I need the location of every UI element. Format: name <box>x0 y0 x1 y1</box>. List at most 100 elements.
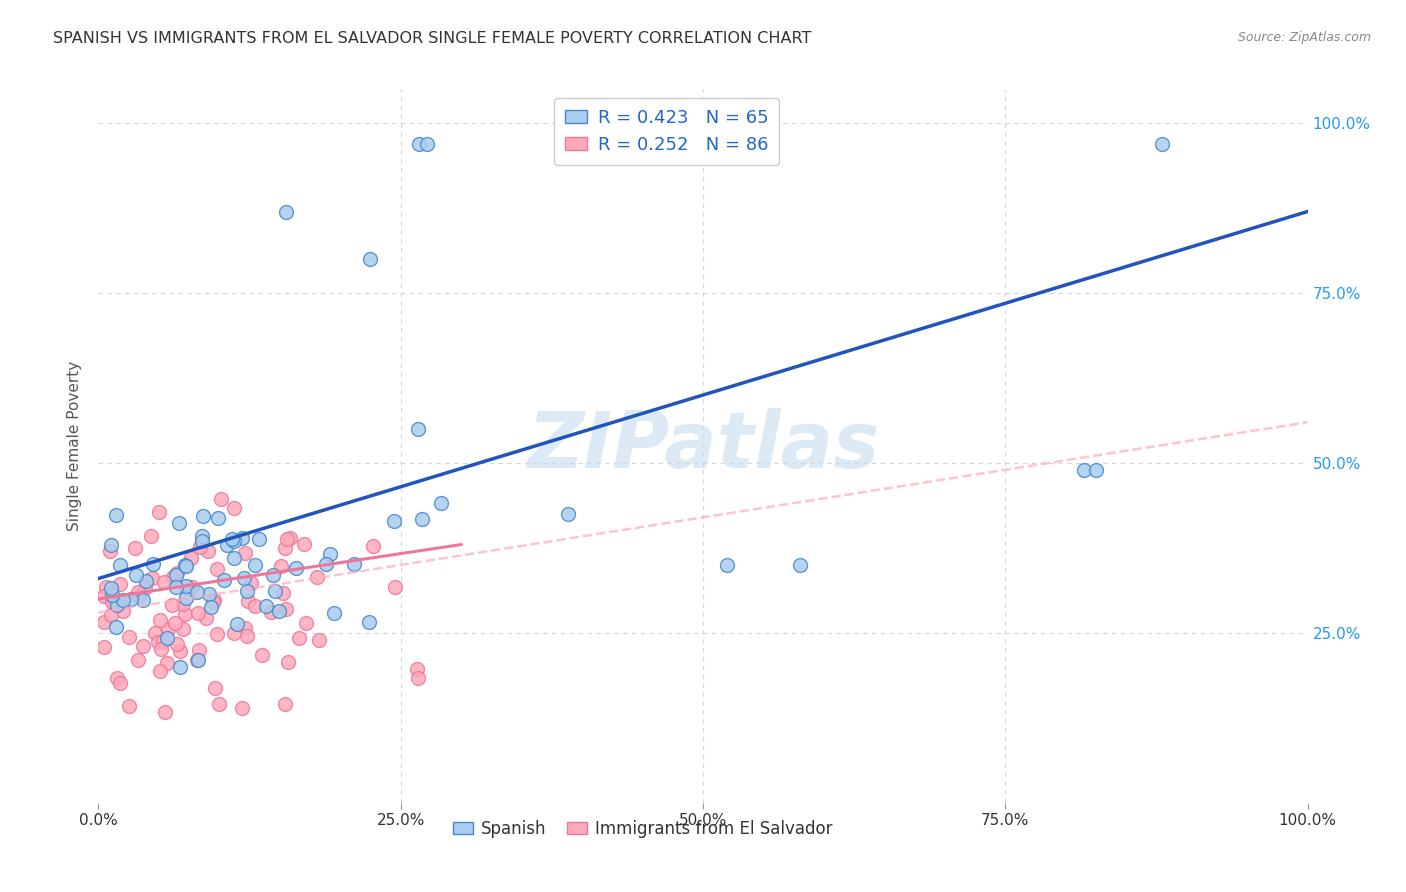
Point <box>360 252 382 266</box>
Point <box>359 615 381 629</box>
Point <box>224 534 246 549</box>
Point <box>207 562 229 576</box>
Point <box>207 511 229 525</box>
Point <box>274 204 297 219</box>
Point <box>169 644 191 658</box>
Point <box>270 559 292 574</box>
Point <box>222 500 245 515</box>
Point <box>108 558 131 573</box>
Point <box>125 568 148 582</box>
Point <box>166 637 188 651</box>
Point <box>191 529 214 543</box>
Point <box>153 575 176 590</box>
Point <box>384 580 406 594</box>
Point <box>557 507 579 521</box>
Text: SPANISH VS IMMIGRANTS FROM EL SALVADOR SINGLE FEMALE POVERTY CORRELATION CHART: SPANISH VS IMMIGRANTS FROM EL SALVADOR S… <box>53 31 811 46</box>
Point <box>294 615 316 630</box>
Point <box>406 671 429 685</box>
Point <box>169 660 191 674</box>
Point <box>100 538 122 552</box>
Point <box>166 566 188 581</box>
Point <box>152 634 174 648</box>
Point <box>93 640 115 655</box>
Point <box>191 508 214 523</box>
Point <box>308 632 330 647</box>
Point <box>167 516 190 531</box>
Point <box>271 586 294 600</box>
Point <box>363 539 385 553</box>
Point <box>165 567 187 582</box>
Text: Source: ZipAtlas.com: Source: ZipAtlas.com <box>1237 31 1371 45</box>
Point <box>247 532 270 546</box>
Point <box>205 626 228 640</box>
Point <box>104 508 127 522</box>
Point <box>141 529 163 543</box>
Point <box>231 700 253 714</box>
Point <box>250 648 273 662</box>
Point <box>204 681 226 695</box>
Point <box>260 605 283 619</box>
Point <box>128 589 150 603</box>
Point <box>191 533 214 548</box>
Point <box>100 608 122 623</box>
Point <box>118 699 141 714</box>
Text: ZIPatlas: ZIPatlas <box>527 408 879 484</box>
Point <box>120 592 142 607</box>
Point <box>292 537 315 551</box>
Point <box>274 602 297 616</box>
Point <box>202 595 225 609</box>
Point <box>1152 136 1174 151</box>
Point <box>94 581 117 595</box>
Point <box>179 582 201 596</box>
Point <box>233 545 256 559</box>
Point <box>142 557 165 571</box>
Point <box>195 611 218 625</box>
Point <box>222 550 245 565</box>
Point <box>186 585 208 599</box>
Point <box>148 505 170 519</box>
Point <box>411 512 433 526</box>
Point <box>231 531 253 545</box>
Point <box>188 643 211 657</box>
Point <box>149 641 172 656</box>
Point <box>160 598 183 612</box>
Point <box>197 544 219 558</box>
Point <box>278 531 301 545</box>
Point <box>105 620 128 634</box>
Point <box>789 558 811 572</box>
Point <box>180 550 202 565</box>
Point <box>319 547 342 561</box>
Point <box>225 616 247 631</box>
Point <box>108 676 131 690</box>
Point <box>124 541 146 555</box>
Point <box>273 697 295 711</box>
Point <box>141 571 163 585</box>
Point <box>285 561 308 575</box>
Point <box>235 583 257 598</box>
Point <box>181 580 204 594</box>
Point <box>277 655 299 669</box>
Point <box>1085 463 1108 477</box>
Point <box>127 585 149 599</box>
Point <box>98 544 121 558</box>
Point <box>131 592 153 607</box>
Point <box>315 557 337 571</box>
Point <box>146 634 169 648</box>
Point <box>93 615 115 629</box>
Point <box>264 584 287 599</box>
Point <box>165 615 187 630</box>
Point <box>93 589 115 603</box>
Point <box>156 631 179 645</box>
Point <box>198 587 221 601</box>
Point <box>716 558 738 572</box>
Point <box>187 606 209 620</box>
Point <box>100 581 122 595</box>
Point <box>135 574 157 589</box>
Point <box>416 136 439 151</box>
Point <box>127 653 149 667</box>
Point <box>186 652 208 666</box>
Point <box>172 597 194 611</box>
Point <box>165 581 187 595</box>
Point <box>103 593 125 607</box>
Point <box>105 671 128 685</box>
